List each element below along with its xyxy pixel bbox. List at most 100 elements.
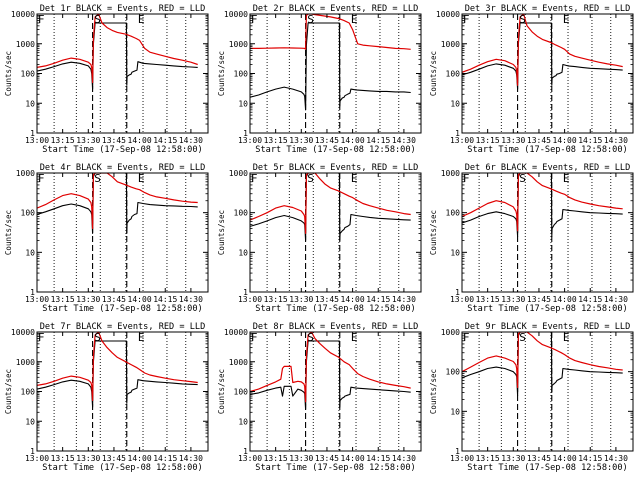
y-axis-label: Counts/sec [217, 51, 226, 96]
y-axis-label: Counts/sec [4, 210, 13, 255]
x-tick-label: 14:00 [341, 295, 365, 304]
marker-label-e: E [138, 172, 145, 185]
y-tick-label: 100 [21, 70, 36, 79]
y-tick-label: 1000 [441, 169, 460, 178]
plot-frame [249, 13, 422, 134]
y-tick-label: 100 [446, 368, 461, 377]
chart-title: Det 9r BLACK = Events, RED = LLD [465, 322, 631, 332]
marker-label-f: F [251, 331, 258, 344]
y-tick-label: 1 [30, 447, 35, 456]
series-group [462, 332, 623, 397]
series-line-events [250, 340, 411, 410]
series-group [250, 14, 411, 111]
x-tick-label: 14:30 [179, 136, 203, 145]
y-axis-label: Counts/sec [429, 369, 438, 414]
y-tick-label: 10000 [224, 328, 248, 337]
x-axis-label: Start Time (17-Sep-08 12:58:00) [42, 145, 202, 155]
y-tick-label: 10 [25, 99, 35, 108]
x-tick-label: 13:45 [102, 454, 126, 463]
marker-label-s: S [307, 172, 314, 185]
marker-label-e: E [563, 13, 570, 26]
series-line-lld [37, 173, 198, 230]
marker-label-e: E [351, 172, 358, 185]
series-group [37, 173, 198, 234]
chart-title: Det 8r BLACK = Events, RED = LLD [253, 322, 419, 332]
x-tick-label: 13:45 [315, 136, 339, 145]
x-tick-label: 13:30 [76, 295, 100, 304]
y-axis-label: Counts/sec [4, 51, 13, 96]
y-tick-label: 10 [238, 99, 248, 108]
x-tick-label: 14:15 [578, 136, 602, 145]
x-tick-label: 13:15 [264, 295, 288, 304]
plot-frame [461, 13, 634, 134]
y-tick-label: 1000 [441, 328, 460, 337]
y-tick-label: 10 [25, 248, 35, 257]
chart-title: Det 3r BLACK = Events, RED = LLD [465, 4, 631, 14]
x-axis-label: Start Time (17-Sep-08 12:58:00) [42, 304, 202, 314]
plot-frame [249, 331, 422, 452]
x-tick-label: 14:15 [153, 454, 177, 463]
y-tick-label: 100 [234, 70, 249, 79]
x-tick-label: 13:00 [238, 454, 262, 463]
series-line-lld [462, 173, 623, 232]
x-tick-label: 14:30 [392, 454, 416, 463]
y-tick-label: 1000 [441, 40, 460, 49]
x-tick-label: 13:00 [238, 295, 262, 304]
x-tick-label: 14:30 [392, 295, 416, 304]
y-tick-label: 1 [30, 129, 35, 138]
x-tick-label: 14:15 [578, 295, 602, 304]
x-tick-label: 13:45 [102, 136, 126, 145]
series-line-lld [37, 14, 198, 84]
y-tick-label: 10000 [11, 328, 35, 337]
series-line-lld [250, 332, 411, 403]
y-tick-label: 1000 [16, 169, 35, 178]
x-tick-label: 14:15 [153, 295, 177, 304]
x-tick-label: 13:15 [476, 136, 500, 145]
series-line-events [37, 173, 198, 234]
marker-label-f: F [251, 13, 258, 26]
chart-title: Det 4r BLACK = Events, RED = LLD [40, 163, 206, 173]
y-tick-label: 100 [21, 209, 36, 218]
x-tick-label: 14:15 [366, 295, 390, 304]
y-tick-label: 100 [446, 209, 461, 218]
y-tick-label: 100 [446, 70, 461, 79]
chart-title: Det 6r BLACK = Events, RED = LLD [465, 163, 631, 173]
marker-label-s: S [94, 13, 101, 26]
marker-label-s: S [94, 172, 101, 185]
y-tick-label: 1000 [229, 40, 248, 49]
x-tick-label: 13:45 [102, 295, 126, 304]
marker-label-s: S [519, 331, 526, 344]
x-tick-label: 14:00 [553, 454, 577, 463]
y-tick-label: 1 [243, 447, 248, 456]
x-tick-label: 13:15 [51, 295, 75, 304]
x-tick-label: 14:15 [366, 454, 390, 463]
y-tick-label: 1 [455, 288, 460, 297]
y-tick-label: 1000 [16, 40, 35, 49]
series-line-events [250, 173, 411, 241]
x-tick-label: 13:00 [25, 295, 49, 304]
y-tick-label: 10000 [436, 10, 460, 19]
x-tick-label: 13:30 [289, 295, 313, 304]
x-axis-label: Start Time (17-Sep-08 12:58:00) [255, 304, 415, 314]
x-tick-label: 14:30 [179, 295, 203, 304]
x-tick-label: 13:30 [289, 454, 313, 463]
y-axis-label: Counts/sec [217, 369, 226, 414]
x-tick-label: 14:00 [553, 295, 577, 304]
x-tick-label: 14:30 [604, 136, 628, 145]
x-tick-label: 13:00 [25, 136, 49, 145]
x-tick-label: 13:30 [289, 136, 313, 145]
x-axis-label: Start Time (17-Sep-08 12:58:00) [255, 145, 415, 155]
series-line-events [462, 173, 623, 238]
x-tick-label: 13:15 [51, 454, 75, 463]
x-tick-label: 13:45 [527, 136, 551, 145]
marker-label-s: S [519, 13, 526, 26]
plot-frame [461, 172, 634, 293]
x-tick-label: 14:30 [604, 454, 628, 463]
x-tick-label: 13:00 [238, 136, 262, 145]
y-tick-label: 10 [238, 417, 248, 426]
marker-label-e: E [563, 331, 570, 344]
